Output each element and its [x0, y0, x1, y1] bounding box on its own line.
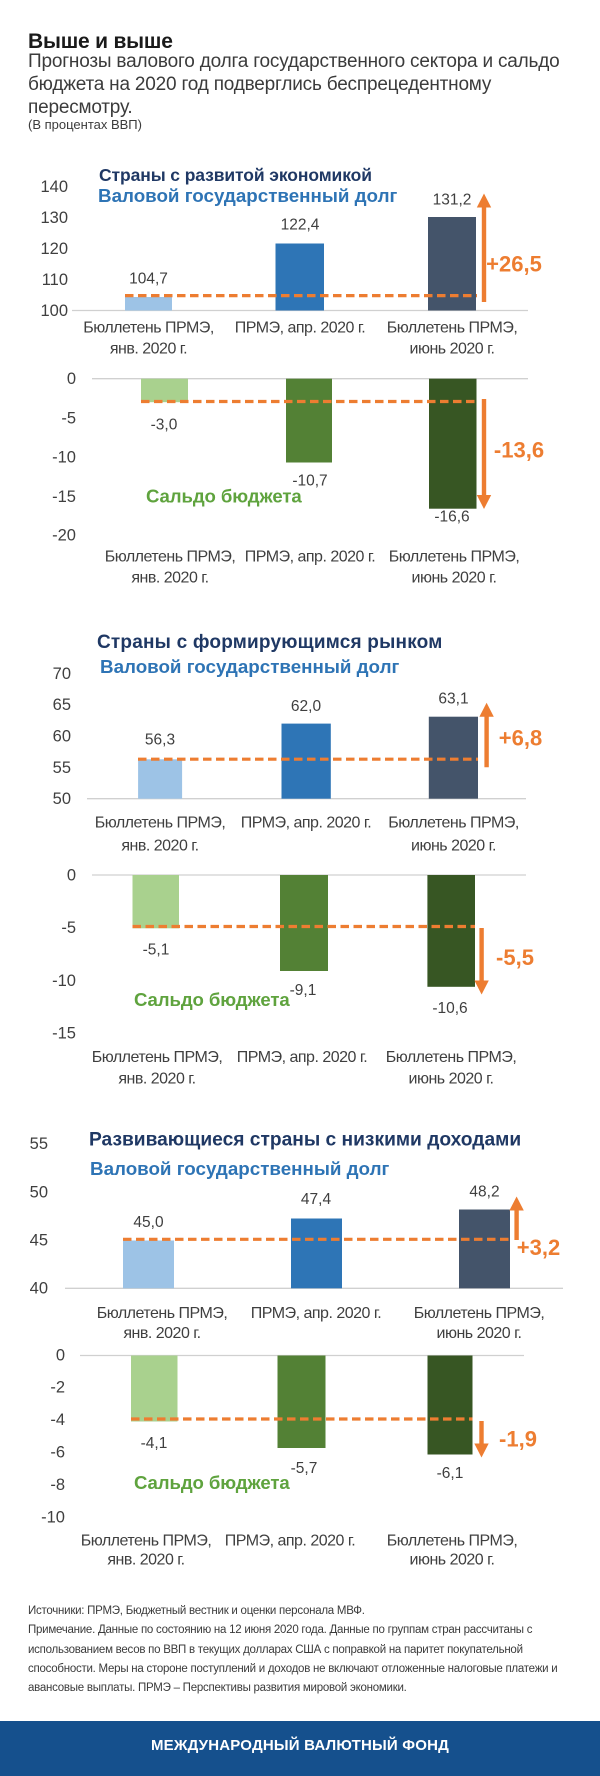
- svg-text:Развивающиеся страны с низкими: Развивающиеся страны с низкими доходами: [89, 1130, 521, 1151]
- svg-text:Валовой государственный долг: Валовой государственный долг: [90, 1158, 389, 1179]
- svg-text:-2: -2: [50, 1379, 65, 1397]
- svg-text:-10: -10: [41, 1508, 65, 1526]
- svg-text:-15: -15: [52, 488, 76, 506]
- svg-text:-15: -15: [52, 1025, 76, 1043]
- svg-text:45: 45: [30, 1231, 48, 1249]
- svg-text:Бюллетень ПРМЭ,: Бюллетень ПРМЭ,: [83, 320, 214, 337]
- svg-text:Бюллетень ПРМЭ,: Бюллетень ПРМЭ,: [388, 815, 519, 832]
- svg-text:56,3: 56,3: [145, 732, 175, 749]
- svg-text:июнь 2020 г.: июнь 2020 г.: [437, 1325, 522, 1342]
- svg-text:+26,5: +26,5: [486, 252, 542, 277]
- svg-text:Страны с развитой экономикой: Страны с развитой экономикой: [99, 165, 372, 185]
- svg-text:-3,0: -3,0: [151, 417, 178, 434]
- svg-text:50: 50: [30, 1183, 48, 1201]
- svg-text:-4: -4: [50, 1411, 65, 1429]
- svg-text:+3,2: +3,2: [517, 1235, 560, 1260]
- svg-text:-4,1: -4,1: [141, 1435, 168, 1452]
- svg-text:янв. 2020 г.: янв. 2020 г.: [107, 1552, 184, 1569]
- svg-text:0: 0: [56, 1346, 65, 1364]
- svg-text:Бюллетень ПРМЭ,: Бюллетень ПРМЭ,: [105, 549, 236, 566]
- svg-text:50: 50: [53, 790, 71, 808]
- svg-text:июнь 2020 г.: июнь 2020 г.: [410, 341, 495, 358]
- svg-text:55: 55: [30, 1135, 48, 1153]
- svg-text:104,7: 104,7: [129, 271, 168, 288]
- svg-text:янв. 2020 г.: янв. 2020 г.: [110, 341, 187, 358]
- svg-text:-20: -20: [52, 527, 76, 545]
- svg-text:120: 120: [40, 240, 68, 258]
- svg-text:янв. 2020 г.: янв. 2020 г.: [121, 838, 198, 855]
- svg-text:Бюллетень ПРМЭ,: Бюллетень ПРМЭ,: [81, 1533, 212, 1550]
- svg-text:Сальдо бюджета: Сальдо бюджета: [134, 989, 290, 1010]
- svg-text:122,4: 122,4: [281, 217, 320, 234]
- svg-text:Бюллетень ПРМЭ,: Бюллетень ПРМЭ,: [387, 320, 518, 337]
- svg-text:40: 40: [30, 1279, 48, 1297]
- svg-text:ПРМЭ, апр. 2020 г.: ПРМЭ, апр. 2020 г.: [235, 320, 365, 337]
- svg-text:-5,5: -5,5: [496, 945, 534, 970]
- svg-text:-8: -8: [50, 1476, 65, 1494]
- svg-text:130: 130: [40, 209, 68, 227]
- svg-text:янв. 2020 г.: янв. 2020 г.: [131, 570, 208, 587]
- svg-text:июнь 2020 г.: июнь 2020 г.: [410, 1552, 495, 1569]
- svg-text:янв. 2020 г.: янв. 2020 г.: [118, 1071, 195, 1088]
- svg-text:110: 110: [42, 271, 68, 289]
- svg-text:ПРМЭ, апр. 2020 г.: ПРМЭ, апр. 2020 г.: [245, 549, 375, 566]
- svg-text:-10,7: -10,7: [292, 473, 327, 490]
- svg-text:ПРМЭ, апр. 2020 г.: ПРМЭ, апр. 2020 г.: [225, 1533, 355, 1550]
- svg-text:60: 60: [53, 728, 71, 746]
- svg-text:Бюллетень ПРМЭ,: Бюллетень ПРМЭ,: [386, 1049, 517, 1066]
- svg-text:-16,6: -16,6: [434, 509, 469, 526]
- svg-text:янв. 2020 г.: янв. 2020 г.: [123, 1325, 200, 1342]
- svg-text:ПРМЭ, апр. 2020 г.: ПРМЭ, апр. 2020 г.: [251, 1305, 381, 1322]
- svg-text:Страны с формирующимся рынком: Страны с формирующимся рынком: [97, 632, 442, 653]
- svg-text:131,2: 131,2: [433, 192, 472, 209]
- svg-text:45,0: 45,0: [133, 1214, 164, 1231]
- svg-text:63,1: 63,1: [438, 691, 468, 708]
- svg-text:Бюллетень ПРМЭ,: Бюллетень ПРМЭ,: [92, 1049, 223, 1066]
- svg-text:55: 55: [53, 759, 71, 777]
- svg-text:-6,1: -6,1: [437, 1465, 464, 1482]
- svg-text:-5: -5: [61, 410, 76, 428]
- svg-text:-5,1: -5,1: [143, 942, 170, 959]
- svg-text:Бюллетень ПРМЭ,: Бюллетень ПРМЭ,: [389, 549, 520, 566]
- svg-text:-10: -10: [52, 972, 76, 990]
- svg-text:-6: -6: [50, 1444, 65, 1462]
- svg-text:0: 0: [67, 370, 76, 388]
- svg-text:Бюллетень ПРМЭ,: Бюллетень ПРМЭ,: [95, 815, 226, 832]
- svg-text:48,2: 48,2: [469, 1184, 499, 1201]
- svg-text:Сальдо бюджета: Сальдо бюджета: [146, 486, 302, 507]
- svg-text:Бюллетень ПРМЭ,: Бюллетень ПРМЭ,: [414, 1305, 545, 1322]
- svg-text:Бюллетень ПРМЭ,: Бюллетень ПРМЭ,: [97, 1305, 228, 1322]
- svg-text:+6,8: +6,8: [499, 725, 542, 750]
- svg-text:-10: -10: [52, 449, 76, 467]
- svg-text:47,4: 47,4: [301, 1191, 332, 1208]
- svg-text:-5: -5: [61, 919, 76, 937]
- svg-text:0: 0: [67, 866, 76, 884]
- svg-text:140: 140: [40, 178, 68, 196]
- svg-text:-13,6: -13,6: [494, 438, 544, 463]
- svg-text:Валовой государственный долг: Валовой государственный долг: [100, 656, 399, 677]
- svg-text:июнь 2020 г.: июнь 2020 г.: [412, 570, 497, 587]
- svg-text:70: 70: [53, 665, 71, 683]
- svg-text:65: 65: [53, 696, 71, 714]
- svg-text:июнь 2020 г.: июнь 2020 г.: [409, 1071, 494, 1088]
- svg-text:ПРМЭ, апр. 2020 г.: ПРМЭ, апр. 2020 г.: [241, 815, 371, 832]
- svg-text:Сальдо бюджета: Сальдо бюджета: [134, 1472, 290, 1493]
- svg-text:-10,6: -10,6: [432, 1000, 467, 1017]
- svg-text:ПРМЭ, апр. 2020 г.: ПРМЭ, апр. 2020 г.: [237, 1049, 367, 1066]
- svg-text:Бюллетень ПРМЭ,: Бюллетень ПРМЭ,: [387, 1533, 518, 1550]
- svg-text:-9,1: -9,1: [290, 982, 317, 999]
- svg-text:62,0: 62,0: [291, 698, 322, 715]
- svg-text:Валовой государственный долг: Валовой государственный долг: [98, 185, 397, 206]
- svg-text:-5,7: -5,7: [291, 1460, 318, 1477]
- svg-text:100: 100: [40, 302, 68, 320]
- svg-text:июнь 2020 г.: июнь 2020 г.: [411, 838, 496, 855]
- svg-text:-1,9: -1,9: [499, 1427, 537, 1452]
